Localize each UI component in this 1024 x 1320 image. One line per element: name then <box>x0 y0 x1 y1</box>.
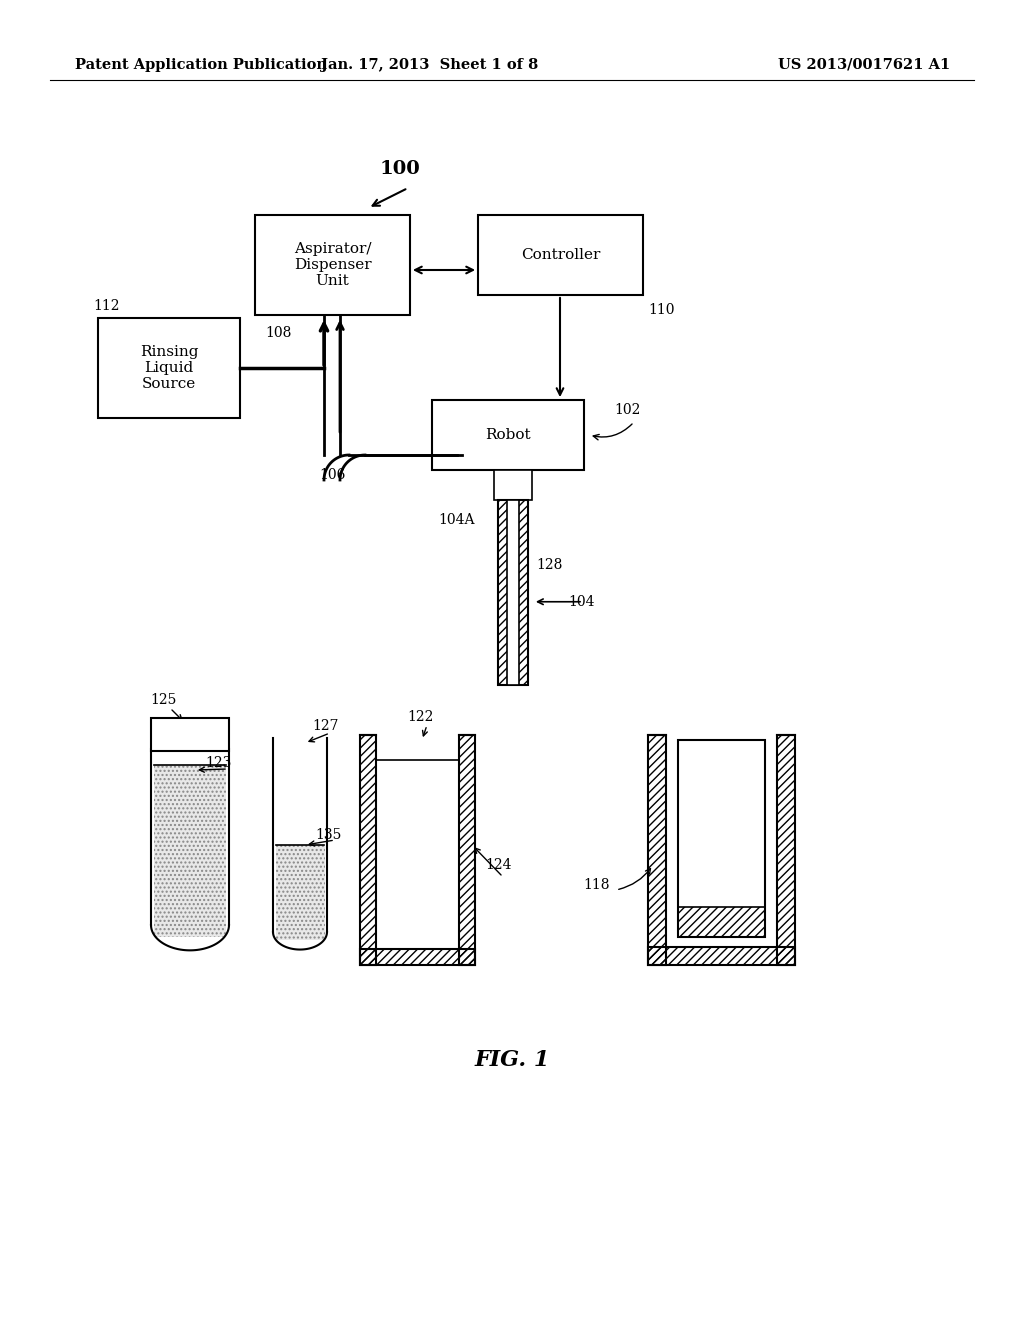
Text: 118: 118 <box>583 878 609 892</box>
Bar <box>459 735 475 965</box>
Bar <box>478 215 643 294</box>
Text: 102: 102 <box>614 403 640 417</box>
Bar <box>678 907 765 937</box>
Text: 110: 110 <box>648 304 675 317</box>
Text: US 2013/0017621 A1: US 2013/0017621 A1 <box>778 58 950 73</box>
Text: 124: 124 <box>485 858 512 873</box>
Text: 128: 128 <box>536 558 562 572</box>
Bar <box>276 845 325 940</box>
Text: 122: 122 <box>407 710 433 723</box>
Text: Aspirator/
Dispenser
Unit: Aspirator/ Dispenser Unit <box>294 242 372 288</box>
Text: 123: 123 <box>205 756 231 770</box>
Bar <box>432 400 584 470</box>
Text: 100: 100 <box>380 160 421 178</box>
Bar <box>154 766 226 937</box>
Text: 104A: 104A <box>438 513 474 527</box>
Bar <box>276 845 325 940</box>
Bar <box>154 766 226 937</box>
Bar <box>648 946 795 965</box>
Text: Controller: Controller <box>521 248 600 261</box>
Bar <box>98 318 240 418</box>
Text: FIG. 1: FIG. 1 <box>474 1049 550 1071</box>
Bar <box>360 735 376 965</box>
Bar <box>498 500 528 685</box>
Text: 135: 135 <box>315 828 341 842</box>
Bar <box>678 741 765 937</box>
Text: Patent Application Publication: Patent Application Publication <box>75 58 327 73</box>
Bar <box>255 215 410 315</box>
Bar <box>507 500 519 685</box>
Text: 106: 106 <box>319 469 345 482</box>
Text: Jan. 17, 2013  Sheet 1 of 8: Jan. 17, 2013 Sheet 1 of 8 <box>322 58 539 73</box>
Text: Robot: Robot <box>485 428 530 442</box>
Bar <box>151 718 229 751</box>
Bar <box>648 735 666 965</box>
Bar <box>360 949 475 965</box>
Text: 127: 127 <box>312 719 339 733</box>
Text: 112: 112 <box>93 300 120 313</box>
Text: 125: 125 <box>150 693 176 708</box>
Bar <box>777 735 795 965</box>
Text: Rinsing
Liquid
Source: Rinsing Liquid Source <box>139 345 199 391</box>
Bar <box>494 470 532 500</box>
Text: 104: 104 <box>568 595 595 609</box>
Text: 108: 108 <box>265 326 292 341</box>
